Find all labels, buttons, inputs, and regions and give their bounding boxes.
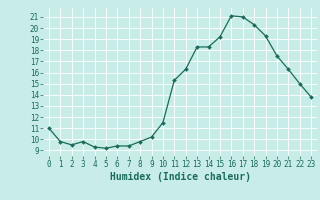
X-axis label: Humidex (Indice chaleur): Humidex (Indice chaleur) xyxy=(109,172,251,182)
